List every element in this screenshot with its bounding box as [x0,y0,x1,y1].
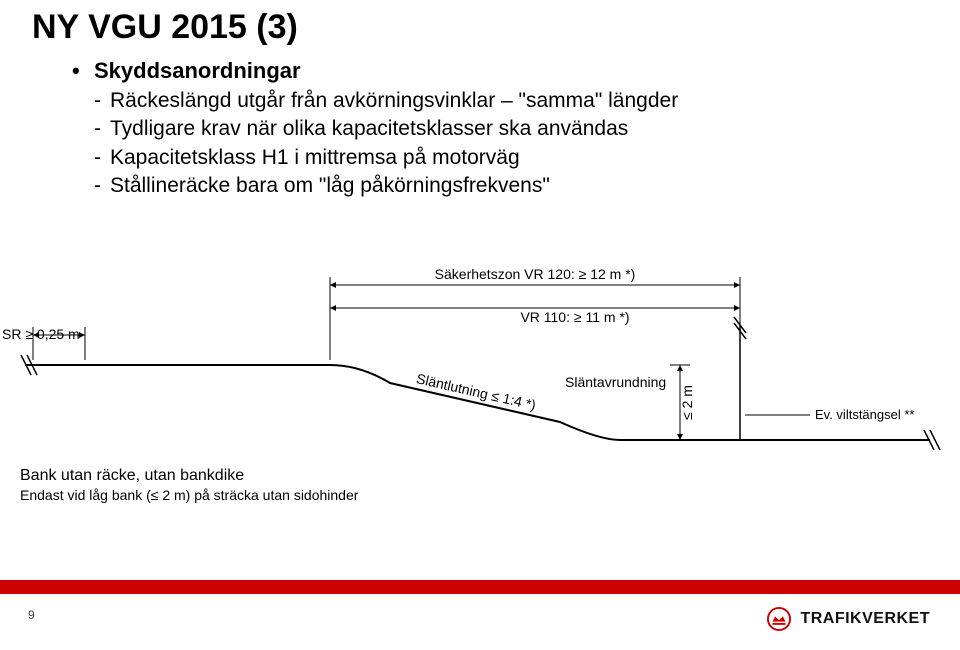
svg-text:VR 110: ≥ 11 m *): VR 110: ≥ 11 m *) [520,309,629,325]
svg-text:Ev. viltstängsel **: Ev. viltstängsel ** [815,407,914,422]
crown-icon [766,606,792,632]
list-item: Kapacitetsklass H1 i mittremsa på motorv… [94,145,678,171]
sub-bullet-list: Räckeslängd utgår från avkörningsvinklar… [94,88,678,199]
list-item: Tydligare krav när olika kapacitetsklass… [94,116,678,142]
svg-text:SR ≥ 0,25 m: SR ≥ 0,25 m [2,326,80,342]
svg-text:Släntavrundning: Släntavrundning [565,374,666,390]
footer-strip [0,580,960,594]
svg-text:≤ 2 m: ≤ 2 m [679,385,695,420]
cross-section-diagram: SR ≥ 0,25 m Säkerhetszon VR 120: ≥ 12 m *… [0,250,960,530]
list-item: Räckeslängd utgår från avkörningsvinklar… [94,88,678,114]
svg-text:Släntlutning ≤ 1:4 *): Släntlutning ≤ 1:4 *) [415,370,538,413]
logo-text: TRAFIKVERKET [800,610,930,628]
svg-text:Bank utan räcke, utan bankdike: Bank utan räcke, utan bankdike [20,467,244,484]
svg-text:Säkerhetszon VR 120: ≥ 12 m *): Säkerhetszon VR 120: ≥ 12 m *) [435,266,636,282]
bullets-block: Skyddsanordningar Räckeslängd utgår från… [72,58,678,201]
svg-text:Endast vid låg bank (≤ 2 m) på: Endast vid låg bank (≤ 2 m) på sträcka u… [20,487,359,503]
bullet-heading: Skyddsanordningar [72,58,678,84]
list-item: Stållineräcke bara om "låg påkörningsfre… [94,173,678,199]
page-number: 9 [28,608,35,622]
trafikverket-logo: TRAFIKVERKET [766,606,930,632]
slide-title: NY VGU 2015 (3) [32,8,298,47]
